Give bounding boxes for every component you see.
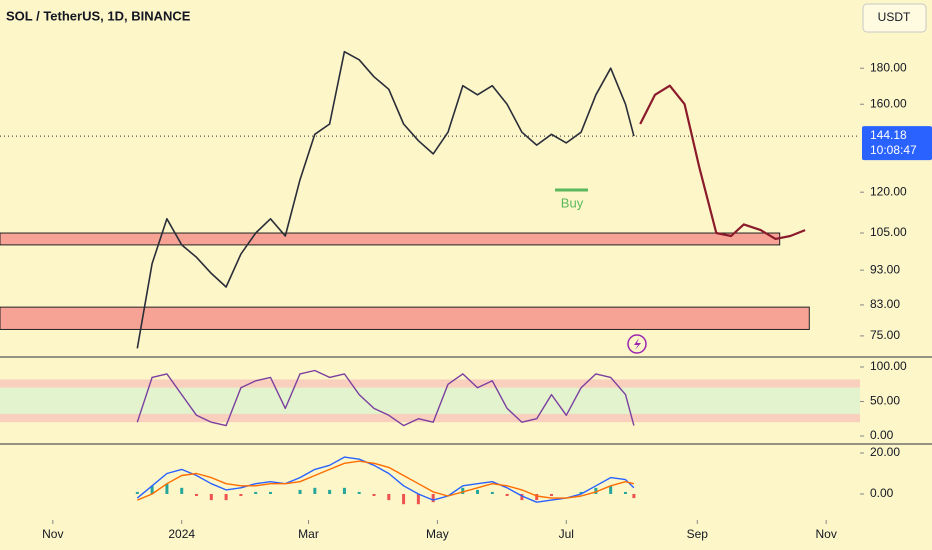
zone xyxy=(0,232,781,246)
band xyxy=(0,379,860,388)
chart-title: SOL / TetherUS, 1D, BINANCE xyxy=(6,8,191,23)
x-tick-label: Jul xyxy=(559,527,574,541)
band xyxy=(0,413,860,423)
currency-button[interactable]: USDT xyxy=(862,3,927,33)
histogram-bar xyxy=(579,491,583,494)
histogram-bar xyxy=(313,487,317,494)
y-tick-label: 50.00 xyxy=(870,394,900,408)
y-tick-label: 20.00 xyxy=(870,445,900,459)
histogram-bar xyxy=(298,489,302,494)
y-tick-label: 160.00 xyxy=(870,96,907,110)
histogram-bar xyxy=(535,493,539,501)
x-tick-label: May xyxy=(426,527,449,541)
panes xyxy=(0,50,860,505)
series-line xyxy=(137,460,635,501)
histogram-bar xyxy=(180,487,184,494)
histogram-bar xyxy=(476,489,480,494)
projection-line xyxy=(639,84,806,240)
annotation: Buy xyxy=(561,195,584,210)
histogram-bar xyxy=(461,487,465,494)
histogram-bar xyxy=(431,493,435,503)
histogram-bar xyxy=(520,493,524,501)
band xyxy=(0,387,860,414)
currency-button-box[interactable] xyxy=(862,3,927,33)
countdown-label: 10:08:47 xyxy=(870,143,917,157)
x-tick-label: Sep xyxy=(687,527,709,541)
alert-icon[interactable] xyxy=(627,334,647,354)
histogram-bar xyxy=(224,493,228,501)
histogram-bar xyxy=(165,483,169,494)
x-tick-label: Nov xyxy=(42,527,63,541)
y-tick-label: 100.00 xyxy=(870,359,907,373)
histogram-bar xyxy=(505,493,509,497)
histogram-bar xyxy=(609,485,613,494)
histogram-bar xyxy=(402,493,406,505)
y-tick-label: 93.00 xyxy=(870,262,900,276)
histogram-bar xyxy=(387,493,391,501)
histogram-bar xyxy=(195,493,199,497)
y-tick-label: 0.00 xyxy=(870,428,894,442)
histogram-bar xyxy=(239,493,243,497)
x-tick-label: Nov xyxy=(816,527,837,541)
y-tick-label: 75.00 xyxy=(870,328,900,342)
histogram-bar xyxy=(209,493,213,501)
last-price-label: 144.18 xyxy=(870,128,907,142)
histogram-bar xyxy=(372,493,376,497)
histogram-bar xyxy=(254,491,258,494)
y-tick-label: 180.00 xyxy=(870,60,907,74)
histogram-bar xyxy=(632,493,636,499)
histogram-bar xyxy=(342,487,346,494)
last-price-box xyxy=(862,126,932,161)
histogram-bar xyxy=(135,491,139,494)
x-tick-label: Mar xyxy=(298,527,319,541)
series-line xyxy=(136,456,635,503)
histogram-bar xyxy=(623,491,627,494)
y-tick-label: 0.00 xyxy=(870,486,894,500)
y-tick-label: 105.00 xyxy=(870,225,907,239)
series-line xyxy=(136,50,635,349)
alert-bolt[interactable] xyxy=(634,338,641,350)
histogram-bar xyxy=(416,493,420,505)
zone xyxy=(0,306,810,330)
x-tick-label: 2024 xyxy=(168,527,195,541)
pane xyxy=(0,50,810,349)
histogram-bar xyxy=(150,485,154,494)
histogram-bar xyxy=(357,491,361,494)
histogram-bar xyxy=(594,487,598,494)
pane xyxy=(135,456,636,505)
histogram-bar xyxy=(268,491,272,494)
series-line xyxy=(136,369,635,427)
histogram-bar xyxy=(549,493,553,497)
currency-label[interactable]: USDT xyxy=(878,10,911,24)
y-tick-label: 120.00 xyxy=(870,184,907,198)
histogram-bar xyxy=(490,491,494,494)
pane xyxy=(0,369,860,427)
y-tick-label: 83.00 xyxy=(870,297,900,311)
histogram-bar xyxy=(328,489,332,494)
